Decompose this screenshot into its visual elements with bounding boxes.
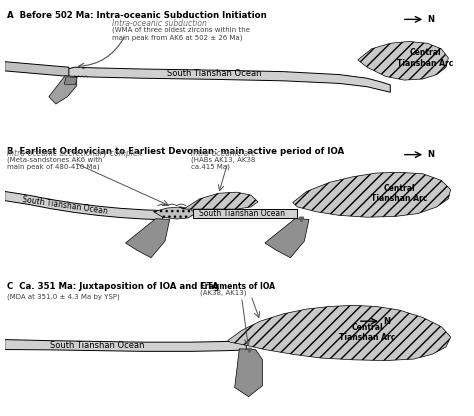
Text: A  Before 502 Ma: Intra-oceanic Subduction Initiation: A Before 502 Ma: Intra-oceanic Subductio… bbox=[7, 11, 267, 20]
Text: N: N bbox=[428, 150, 435, 159]
Text: (HABs AK13, AK38
ca.415 Ma): (HABs AK13, AK38 ca.415 Ma) bbox=[191, 156, 255, 171]
Polygon shape bbox=[265, 219, 309, 258]
Text: Central
Tianshan Arc: Central Tianshan Arc bbox=[372, 183, 428, 203]
Polygon shape bbox=[126, 219, 170, 258]
Polygon shape bbox=[193, 209, 297, 218]
Text: South Tianshan Ocean: South Tianshan Ocean bbox=[199, 209, 285, 218]
Text: Intra-oceanic subduction: Intra-oceanic subduction bbox=[111, 20, 207, 28]
Text: South Tianshan Ocean: South Tianshan Ocean bbox=[166, 69, 261, 78]
Text: (AK38, AK13): (AK38, AK13) bbox=[200, 289, 246, 296]
Polygon shape bbox=[5, 62, 69, 77]
Text: (Meta-sandstones AK6 with
main peak of 480-410 Ma): (Meta-sandstones AK6 with main peak of 4… bbox=[7, 156, 102, 171]
Polygon shape bbox=[64, 77, 77, 85]
Text: (MDA at 351.0 ± 4.3 Ma by YSP): (MDA at 351.0 ± 4.3 Ma by YSP) bbox=[7, 294, 120, 300]
Text: Central
Tianshan Arc: Central Tianshan Arc bbox=[397, 48, 453, 68]
Text: N: N bbox=[383, 317, 390, 326]
Polygon shape bbox=[49, 76, 77, 104]
Polygon shape bbox=[5, 191, 163, 220]
Polygon shape bbox=[235, 349, 263, 396]
Text: Fragments of IOA: Fragments of IOA bbox=[200, 282, 275, 291]
Polygon shape bbox=[179, 192, 258, 209]
Text: (WMA of three oldest zircons within the
main peak from AK6 at 502 ± 26 Ma): (WMA of three oldest zircons within the … bbox=[111, 27, 250, 41]
Text: South Tianshan Ocean: South Tianshan Ocean bbox=[50, 341, 145, 350]
Polygon shape bbox=[67, 67, 390, 92]
Text: B  Earliest Ordovician to Earliest Devonian: main active period of IOA: B Earliest Ordovician to Earliest Devoni… bbox=[7, 146, 344, 156]
Polygon shape bbox=[293, 172, 451, 217]
Text: South Tianshan Ocean: South Tianshan Ocean bbox=[22, 195, 109, 216]
Text: Intra-oceanic arc: Intra-oceanic arc bbox=[191, 149, 255, 158]
Text: N: N bbox=[428, 15, 435, 24]
Polygon shape bbox=[5, 339, 246, 352]
Polygon shape bbox=[154, 207, 195, 219]
Polygon shape bbox=[228, 305, 451, 361]
Polygon shape bbox=[358, 42, 448, 80]
Text: C  Ca. 351 Ma: Juxtaposition of IOA and CTA: C Ca. 351 Ma: Juxtaposition of IOA and C… bbox=[7, 282, 219, 291]
Text: Intra-oceanic accretionary complex: Intra-oceanic accretionary complex bbox=[7, 149, 142, 158]
Text: Central
Tianshan Arc: Central Tianshan Arc bbox=[339, 322, 395, 342]
